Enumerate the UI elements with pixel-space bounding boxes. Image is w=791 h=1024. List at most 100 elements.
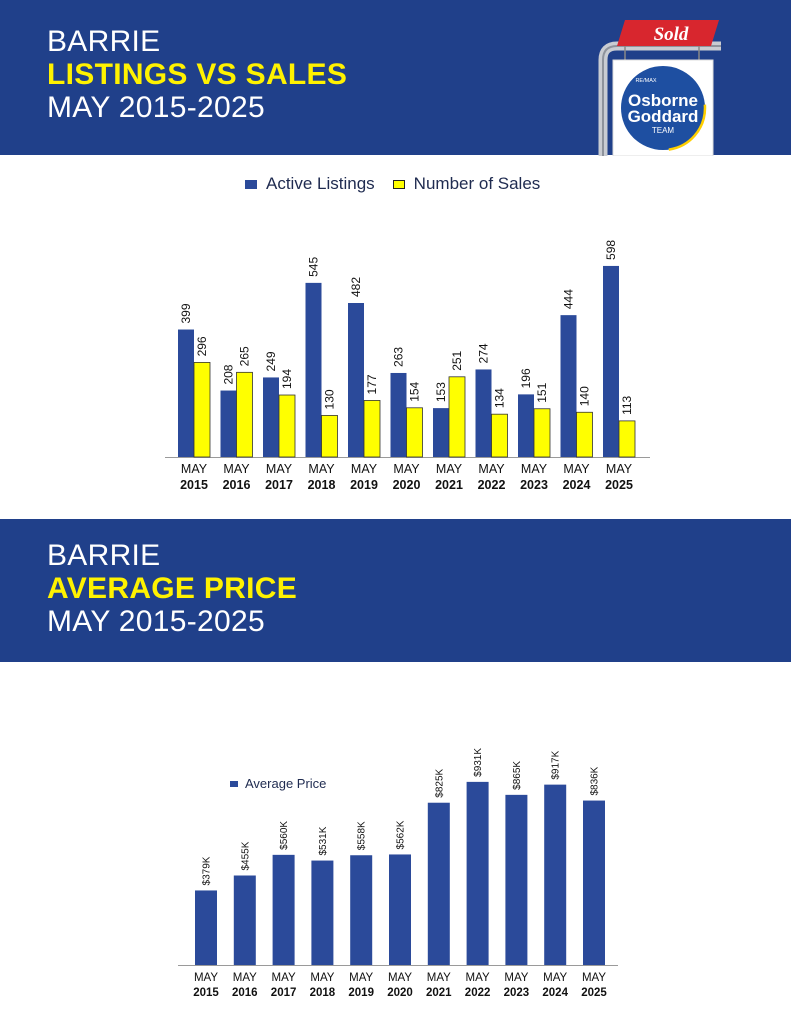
data-label-listings-2020: 263 (392, 347, 406, 367)
data-label-sales-2021: 251 (450, 350, 464, 370)
data-label-price-2025: $836K (590, 766, 601, 795)
data-label-sales-2018: 130 (323, 389, 337, 409)
x-tick-month-2025: MAY (606, 462, 633, 476)
legend-swatch-active (245, 179, 257, 189)
x-tick-month-price-2020: MAY (388, 972, 412, 984)
x-tick-year-price-2022: 2022 (465, 987, 491, 999)
x-tick-month-2024: MAY (563, 462, 590, 476)
x-tick-month-price-2022: MAY (466, 972, 490, 984)
bar-sales-2021 (448, 376, 466, 458)
bar-listings-2023 (518, 394, 534, 457)
x-tick-year-price-2023: 2023 (504, 987, 530, 999)
remax-text: RE/MAX (635, 78, 656, 84)
legend-swatch-sales (392, 179, 405, 189)
bar-listings-2021 (433, 408, 449, 457)
city-title: BARRIE (47, 25, 161, 58)
bar-price-2024 (544, 784, 567, 965)
data-label-price-2022: $931K (473, 748, 484, 777)
legend-item-average-price: Average Price (230, 776, 326, 791)
date-range: MAY 2015-2025 (47, 91, 265, 124)
x-tick-year-2015: 2015 (180, 478, 208, 492)
bar-listings-2015 (178, 329, 194, 457)
data-label-listings-2015: 399 (179, 303, 193, 323)
x-tick-month-2017: MAY (266, 462, 293, 476)
x-tick-year-price-2021: 2021 (426, 987, 452, 999)
bar-listings-2016 (220, 390, 237, 457)
bar-listings-2018 (305, 282, 322, 457)
bar-price-2021 (427, 802, 450, 965)
x-tick-month-price-2017: MAY (272, 972, 296, 984)
bar-price-2016 (233, 875, 256, 965)
x-tick-year-price-2019: 2019 (348, 987, 374, 999)
x-tick-year-price-2018: 2018 (310, 987, 336, 999)
x-tick-year-2017: 2017 (265, 478, 293, 492)
x-tick-month-2016: MAY (223, 462, 250, 476)
data-label-sales-2015: 296 (195, 336, 209, 356)
bar-price-2020 (389, 854, 411, 965)
data-label-sales-2022: 134 (493, 388, 507, 408)
x-tick-month-2020: MAY (393, 462, 420, 476)
data-label-listings-2024: 444 (562, 289, 576, 309)
sold-sign-logo: Sold RE/MAX Osborne Goddard TEAM (598, 20, 721, 156)
chart-title-2: AVERAGE PRICE (47, 572, 298, 605)
data-label-price-2015: $379K (202, 856, 213, 885)
x-tick-month-2023: MAY (521, 462, 548, 476)
x-tick-month-2021: MAY (436, 462, 463, 476)
x-tick-month-price-2021: MAY (427, 972, 451, 984)
bar-listings-2017 (263, 377, 279, 457)
legend-label-sales: Number of Sales (413, 174, 541, 193)
data-label-sales-2016: 265 (238, 346, 252, 366)
data-label-price-2023: $865K (512, 761, 523, 790)
header-title-listings: BARRIE LISTINGS VS SALES MAY 2015-2025 (47, 25, 347, 124)
x-tick-year-price-2017: 2017 (271, 987, 297, 999)
bar-price-2017 (272, 854, 295, 965)
legend-item-sales: Number of Sales (392, 174, 541, 194)
x-tick-year-2018: 2018 (308, 478, 336, 492)
data-label-listings-2017: 249 (264, 351, 278, 371)
data-label-sales-2017: 194 (280, 369, 294, 389)
x-tick-year-2019: 2019 (350, 478, 378, 492)
legend-price: Average Price (230, 776, 344, 791)
data-label-listings-2023: 196 (519, 368, 533, 388)
data-label-price-2018: $531K (318, 826, 329, 855)
data-label-sales-2019: 177 (365, 374, 379, 394)
bar-sales-2022 (491, 413, 508, 458)
bar-sales-2017 (278, 394, 296, 458)
bar-listings-2020 (390, 372, 407, 457)
data-label-price-2017: $560K (279, 821, 290, 850)
bar-listings-2024 (560, 315, 577, 457)
bar-sales-2016 (236, 371, 253, 458)
legend-item-active-listings: Active Listings (245, 174, 375, 194)
data-label-price-2016: $455K (240, 841, 251, 870)
x-tick-month-price-2025: MAY (582, 972, 606, 984)
bar-price-2023 (505, 794, 528, 965)
header-title-price: BARRIE AVERAGE PRICE MAY 2015-2025 (47, 539, 297, 638)
x-tick-year-2016: 2016 (223, 478, 251, 492)
x-tick-year-2025: 2025 (605, 478, 633, 492)
data-label-listings-2022: 274 (477, 343, 491, 363)
x-tick-month-2015: MAY (181, 462, 208, 476)
x-tick-month-price-2019: MAY (349, 972, 373, 984)
bar-sales-2015 (193, 362, 211, 458)
bar-listings-2019 (348, 303, 364, 457)
data-label-listings-2019: 482 (349, 277, 363, 297)
legend-listings: Active Listings Number of Sales (245, 174, 558, 194)
bar-listings-2022 (475, 369, 492, 457)
data-label-sales-2025: 113 (620, 395, 634, 414)
chart-title: LISTINGS VS SALES (47, 58, 348, 91)
bar-sales-2019 (363, 400, 381, 458)
bar-price-2019 (350, 855, 373, 965)
logo-name-1: Osborne (628, 91, 698, 110)
data-label-price-2020: $562K (396, 820, 407, 849)
x-tick-month-2018: MAY (308, 462, 335, 476)
logo-name-2: Goddard (628, 107, 699, 126)
data-label-price-2021: $825K (434, 768, 445, 797)
data-label-listings-2025: 598 (604, 240, 618, 260)
logo-team: TEAM (652, 126, 675, 135)
header-banner-listings: BARRIE LISTINGS VS SALES MAY 2015-2025 S… (0, 0, 791, 156)
x-tick-year-price-2024: 2024 (542, 987, 568, 999)
x-tick-year-price-2025: 2025 (581, 987, 607, 999)
bar-sales-2018 (321, 415, 338, 458)
bar-sales-2024 (576, 411, 593, 458)
x-tick-month-2022: MAY (478, 462, 505, 476)
